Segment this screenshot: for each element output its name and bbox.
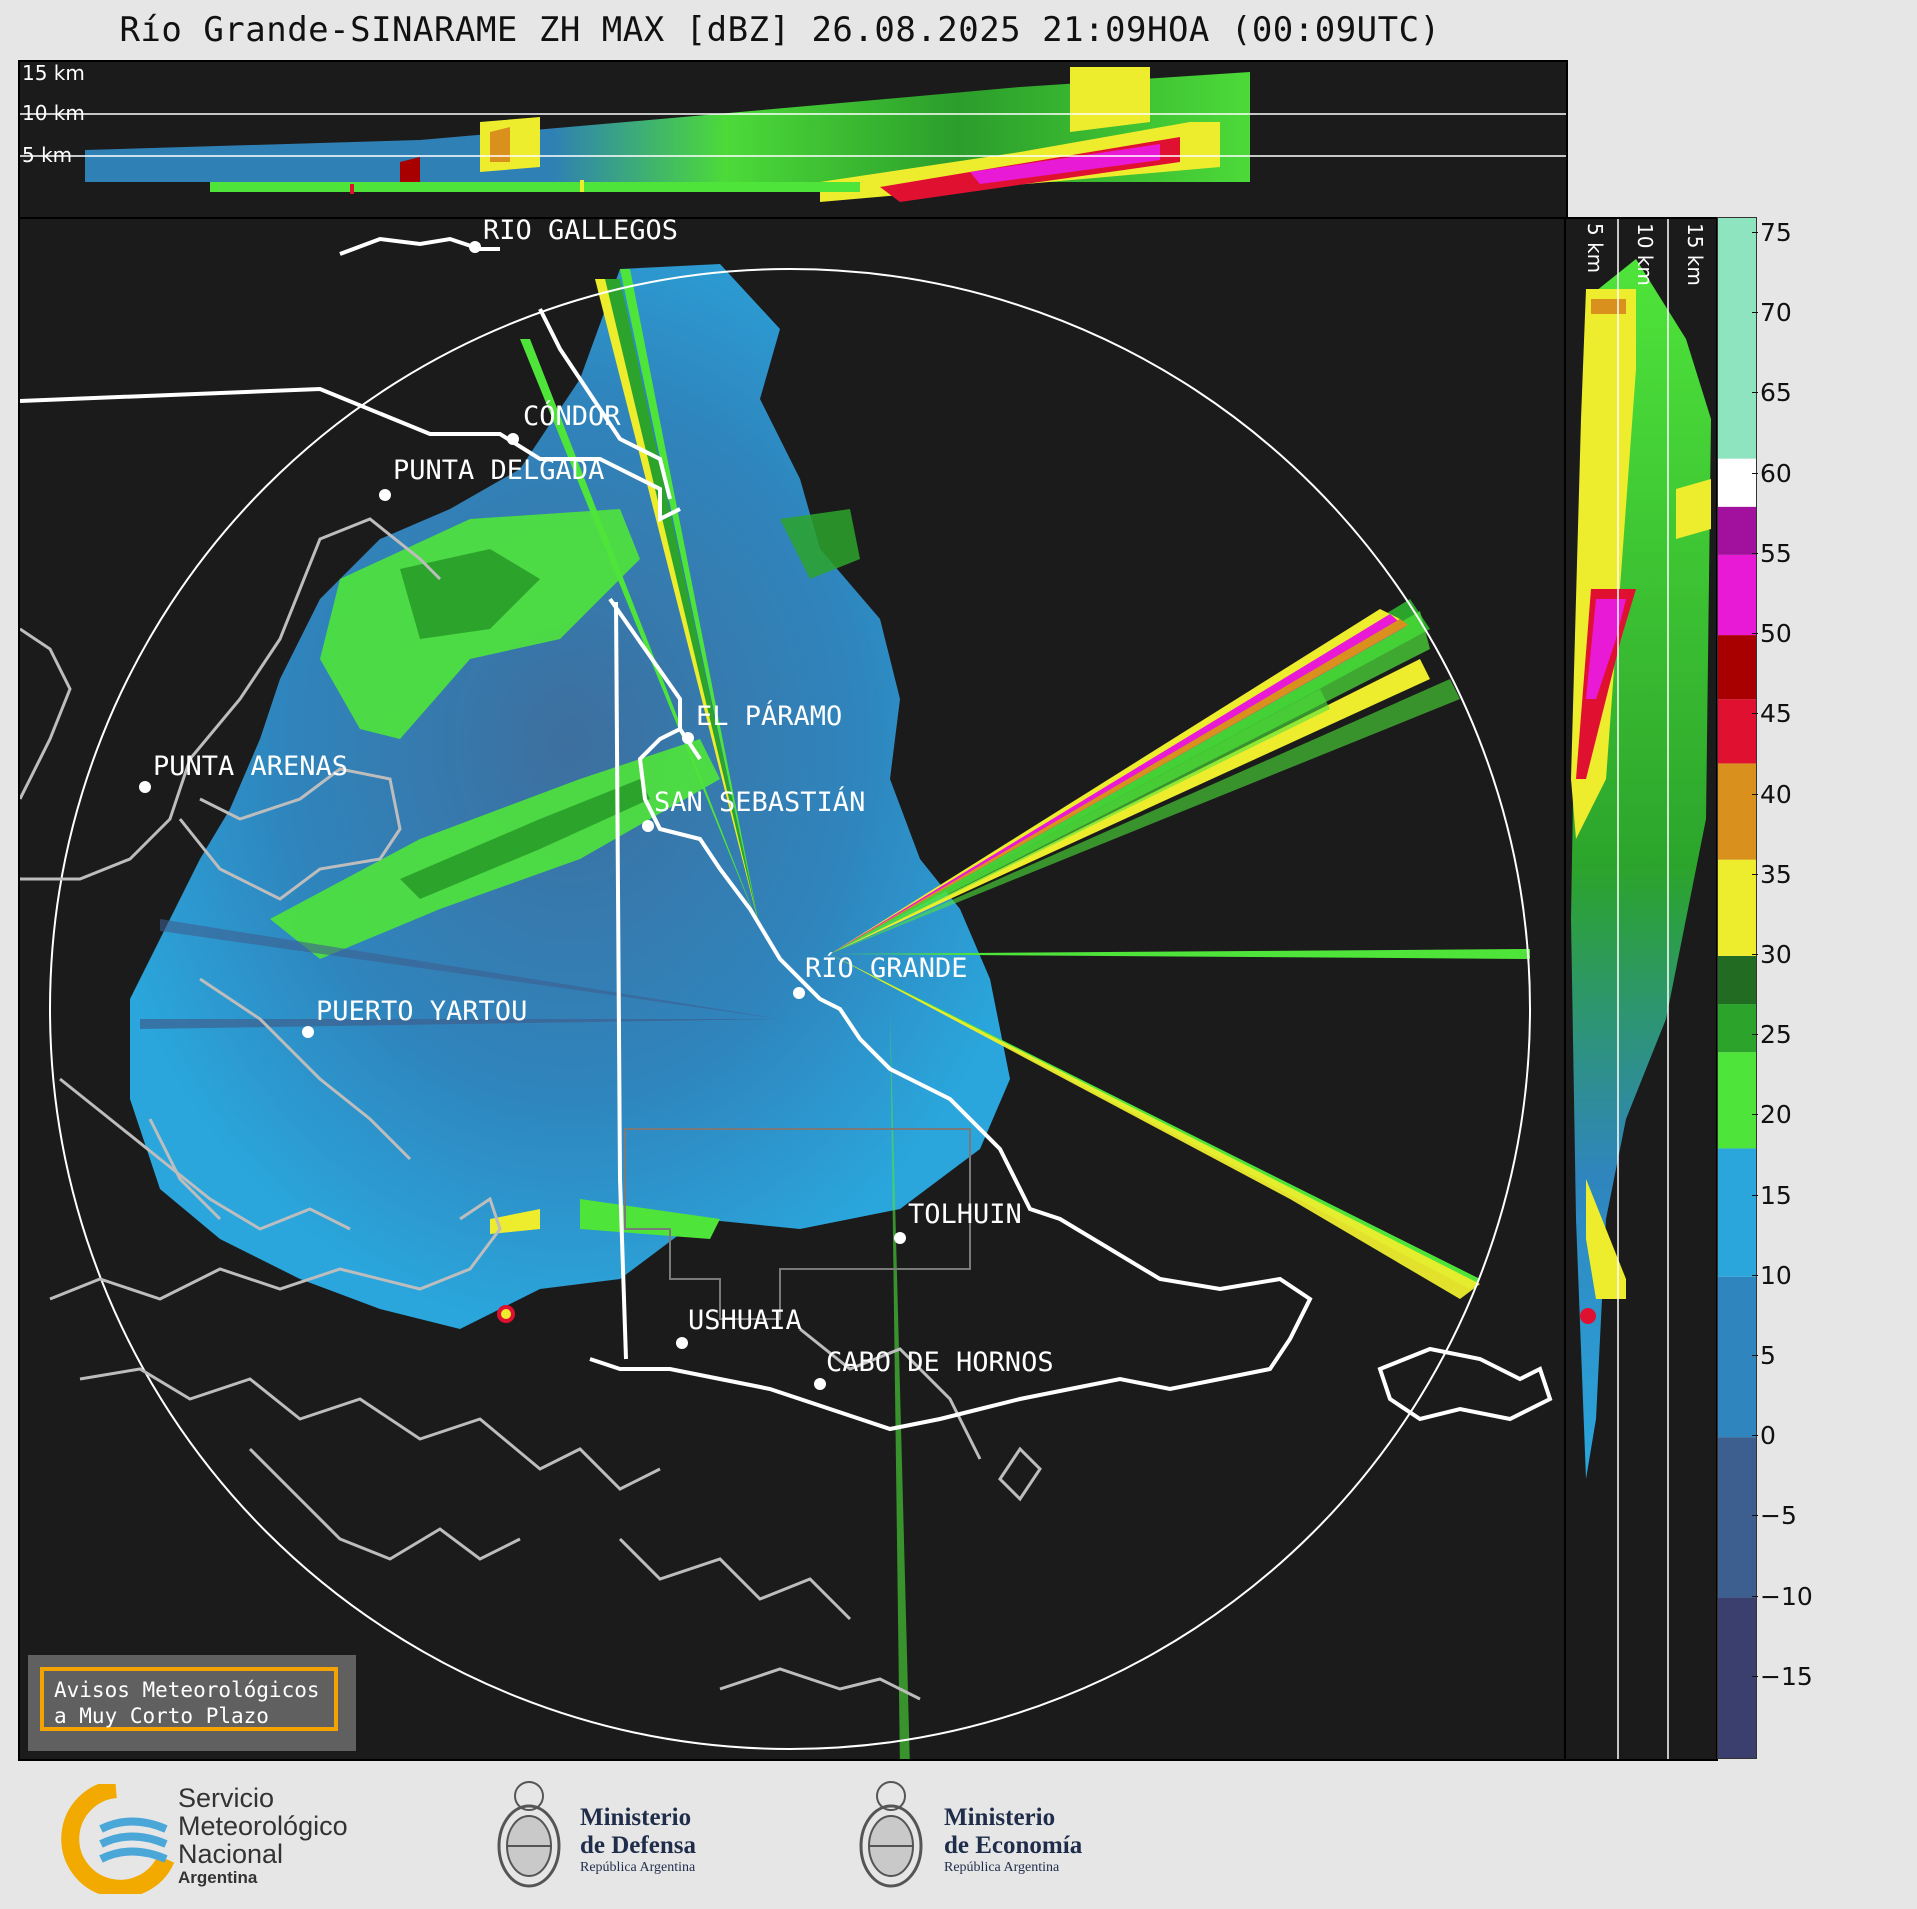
warning-line-1: Avisos Meteorológicos (54, 1678, 320, 1702)
colorbar-tick-label: 25 (1752, 1020, 1792, 1050)
colorbar-band (1718, 859, 1756, 956)
city-label-cabo-de-hornos: CABO DE HORNOS (826, 1347, 1054, 1378)
colorbar-band (1718, 554, 1756, 636)
city-label-el-paramo: EL PÁRAMO (696, 700, 842, 732)
top-height-5km: 5 km (22, 143, 72, 167)
colorbar-band (1718, 1052, 1756, 1149)
city-label-san-sebastian: SAN SEBASTIÁN (654, 786, 865, 818)
warning-line-2: a Muy Corto Plazo (54, 1704, 269, 1728)
colorbar-tick-label: 0 (1752, 1421, 1776, 1451)
economia-coat-of-arms-icon (859, 1781, 923, 1888)
smn-line-2: Meteorológico (178, 1811, 348, 1841)
city-label-rio-grande: RÍO GRANDE (805, 952, 968, 984)
city-label-punta-delgada: PUNTA DELGADA (393, 455, 604, 486)
top-cross-section-panel: 15 km 10 km 5 km (18, 60, 1568, 219)
right-cross-section-panel: 5 km 10 km 15 km (1564, 217, 1718, 1761)
colorbar-tick-label: 10 (1752, 1260, 1792, 1290)
economia-line-2: de Economía (944, 1832, 1083, 1859)
colorbar-band (1718, 1276, 1756, 1438)
map-title: Río Grande-SINARAME ZH MAX [dBZ] 26.08.2… (119, 10, 1441, 50)
defensa-sub: República Argentina (580, 1860, 696, 1875)
right-height-5km: 5 km (1583, 223, 1607, 273)
colorbar-tick-label: 50 (1752, 619, 1792, 649)
economia-line-1: Ministerio (944, 1804, 1056, 1831)
city-label-puerto-yartou: PUERTO YARTOU (316, 996, 527, 1027)
colorbar-tick-label: 45 (1752, 699, 1792, 729)
defensa-coat-of-arms-icon (497, 1781, 561, 1888)
radar-map-panel: RÍO GALLEGOS CÓNDOR PUNTA DELGADA EL PÁR… (18, 217, 1568, 1761)
colorbar-tick-label: 55 (1752, 538, 1792, 568)
warning-box[interactable]: Avisos Meteorológicos a Muy Corto Plazo (28, 1655, 356, 1751)
colorbar-band (1718, 218, 1756, 459)
economia-sub: República Argentina (944, 1860, 1060, 1875)
colorbar-tick-label: 15 (1752, 1180, 1792, 1210)
city-label-punta-arenas: PUNTA ARENAS (153, 751, 348, 782)
colorbar-band (1718, 699, 1756, 764)
smn-line-4: Argentina (178, 1868, 258, 1887)
top-height-15km: 15 km (22, 62, 85, 85)
defensa-line-1: Ministerio (580, 1804, 692, 1831)
colorbar-tick-label: 70 (1752, 298, 1792, 328)
colorbar-band (1718, 763, 1756, 860)
city-label-ushuaia: USHUAIA (688, 1305, 802, 1336)
smn-line-1: Servicio (178, 1783, 275, 1813)
colorbar-tick-label: 5 (1752, 1340, 1776, 1370)
colorbar-band (1718, 635, 1756, 700)
colorbar-band (1718, 506, 1756, 555)
colorbar-tick-label: 40 (1752, 779, 1792, 809)
colorbar-tick-label: 65 (1752, 378, 1792, 408)
colorbar-band (1718, 1437, 1756, 1598)
colorbar-tick-label: 20 (1752, 1100, 1792, 1130)
colorbar-tick-label: −15 (1752, 1661, 1813, 1691)
reflectivity-colorbar (1717, 217, 1757, 1759)
colorbar-tick-label: 30 (1752, 939, 1792, 969)
colorbar-tick-label: 75 (1752, 218, 1792, 248)
smn-line-3: Nacional (178, 1839, 284, 1869)
colorbar-band (1718, 1004, 1756, 1053)
city-label-condor: CÓNDOR (523, 400, 621, 432)
colorbar-band (1718, 955, 1756, 1005)
defensa-line-2: de Defensa (580, 1832, 696, 1859)
colorbar-band (1718, 458, 1756, 507)
city-label-rio-gallegos: RÍO GALLEGOS (483, 219, 678, 246)
right-height-15km: 15 km (1683, 223, 1707, 286)
smn-logo-icon (61, 1784, 175, 1894)
top-height-10km: 10 km (22, 101, 85, 125)
colorbar-tick-label: 60 (1752, 458, 1792, 488)
colorbar-tick-label: −5 (1752, 1501, 1797, 1531)
colorbar-band (1718, 1597, 1756, 1758)
colorbar-tick-label: 35 (1752, 859, 1792, 889)
right-height-10km: 10 km (1633, 223, 1657, 286)
colorbar-tick-label: −10 (1752, 1581, 1813, 1611)
city-label-tolhuin: TOLHUIN (908, 1199, 1022, 1230)
colorbar-band (1718, 1148, 1756, 1277)
